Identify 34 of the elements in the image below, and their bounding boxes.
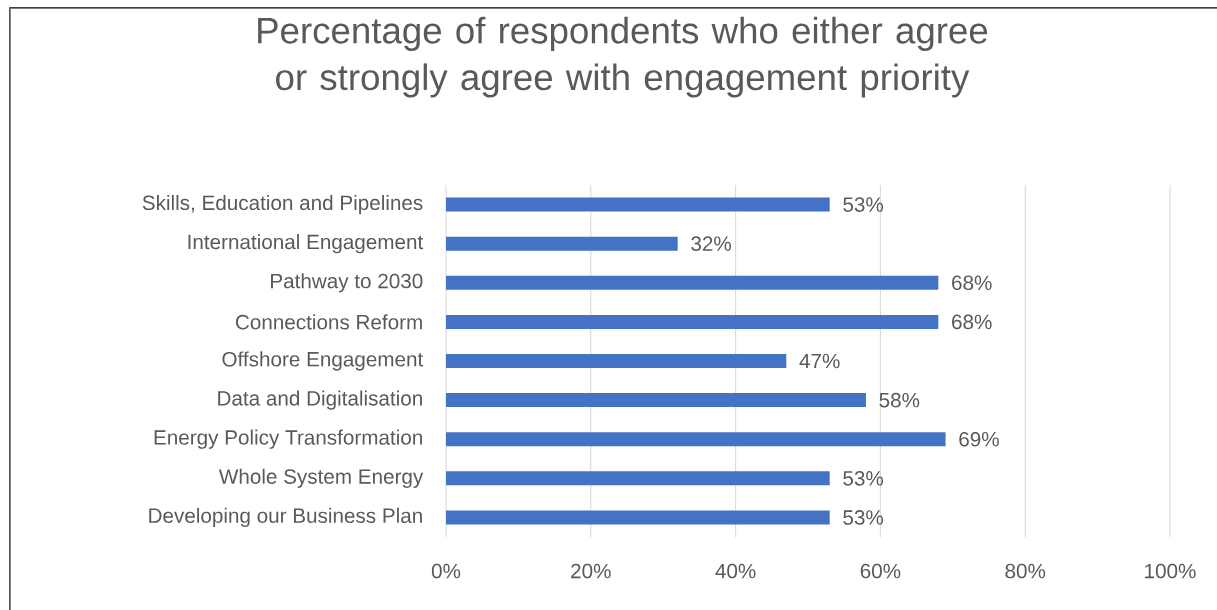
data-label: 68% xyxy=(952,314,992,330)
y-tick-label: Offshore Engagement xyxy=(222,351,424,371)
x-tick-label: 60% xyxy=(860,563,901,579)
y-tick-label: Pathway to 2030 xyxy=(271,273,423,293)
y-tick-label: Skills, Education and Pipelines xyxy=(142,194,423,215)
data-label: 53% xyxy=(843,510,884,525)
chart-title: Percentage of respondents who either agree or strongly agree with engagement priority xyxy=(258,16,988,98)
data-label: 53% xyxy=(843,197,884,212)
x-tick-label: 80% xyxy=(1005,563,1046,579)
x-tick-label: 40% xyxy=(715,563,756,579)
y-tick-label: Whole System Energy xyxy=(218,468,424,488)
bar xyxy=(446,314,939,329)
bar xyxy=(446,236,678,251)
data-label: 32% xyxy=(691,236,731,251)
data-label: 68% xyxy=(952,275,992,291)
data-label: 69% xyxy=(959,431,999,447)
bar xyxy=(446,471,830,486)
bar xyxy=(446,510,830,525)
y-tick-label: Energy Policy Transformation xyxy=(154,429,422,449)
bar xyxy=(446,432,946,447)
data-label: 47% xyxy=(799,353,840,369)
bar xyxy=(446,354,787,368)
y-tick-label: Developing our Business Plan xyxy=(149,507,422,528)
bar xyxy=(446,393,866,408)
data-label: 58% xyxy=(879,392,920,408)
x-tick-label: 20% xyxy=(571,563,611,579)
y-tick-label: Data and Digitalisation xyxy=(218,390,422,410)
y-tick-label: International Engagement xyxy=(188,234,424,254)
bar xyxy=(446,197,830,212)
y-tick-label: Connections Reform xyxy=(235,314,422,330)
data-label: 53% xyxy=(843,471,884,486)
x-tick-label: 100% xyxy=(1145,563,1196,579)
x-tick-label: 0% xyxy=(431,563,461,579)
bar xyxy=(446,275,939,290)
